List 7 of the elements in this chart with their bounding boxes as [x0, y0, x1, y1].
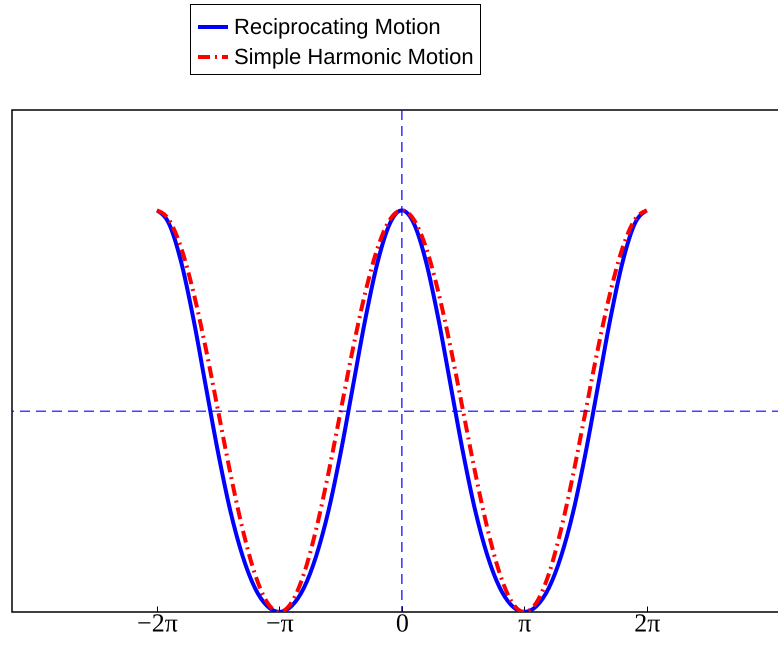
legend-label: Simple Harmonic Motion [234, 44, 474, 69]
legend-label: Reciprocating Motion [234, 14, 441, 39]
x-tick-label: 2π [634, 608, 660, 638]
x-tick-label: π [518, 608, 532, 638]
x-tick-label: 0 [396, 608, 409, 638]
x-tick-label: −2π [137, 608, 178, 638]
x-tick-label: −π [266, 608, 294, 638]
